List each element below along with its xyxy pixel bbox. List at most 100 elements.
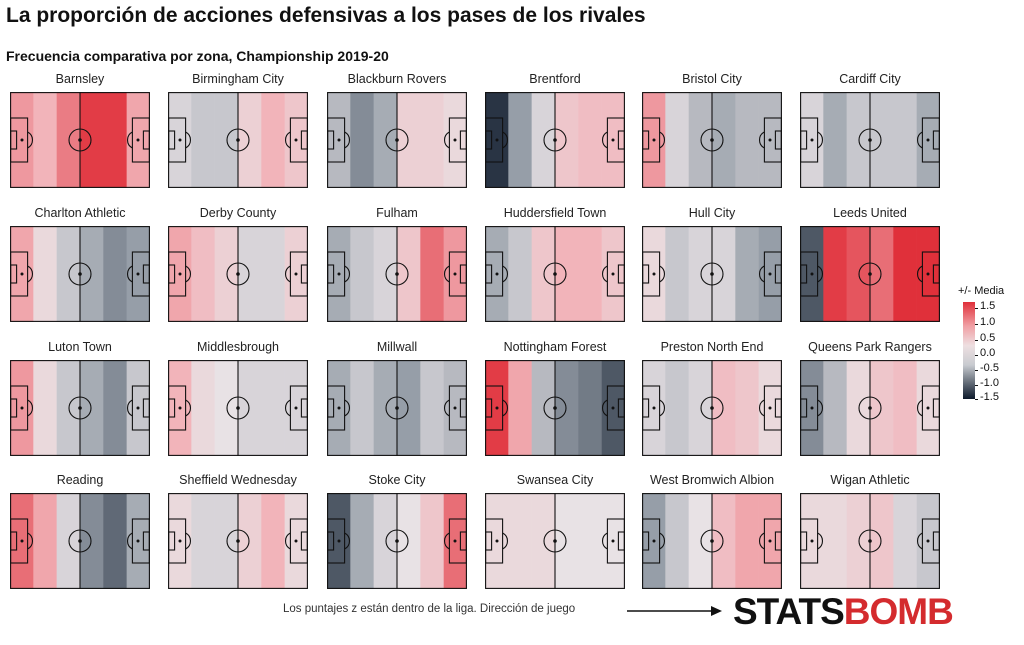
penalty-arc-left — [659, 532, 666, 550]
pitch-heatmap — [168, 92, 308, 188]
legend-label: 1.0 — [980, 316, 996, 328]
zone-cell — [261, 226, 285, 322]
penalty-spot-left — [178, 539, 182, 543]
zone-cell — [103, 226, 127, 322]
zone-cell — [397, 226, 421, 322]
penalty-arc-left — [185, 265, 192, 283]
zone-cell — [823, 92, 847, 188]
center-spot — [395, 138, 399, 142]
penalty-spot-right — [453, 272, 457, 276]
goal-box-left — [10, 531, 18, 551]
zone-cell — [893, 360, 917, 456]
goal-box-right — [774, 130, 782, 150]
penalty-spot-left — [20, 539, 24, 543]
center-spot — [395, 272, 399, 276]
pitch-heatmap — [800, 493, 940, 589]
zone-cell — [508, 226, 532, 322]
goal-box-left — [800, 264, 808, 284]
goal-box-left — [485, 398, 493, 418]
center-circle — [385, 396, 409, 420]
zone-cell — [508, 493, 532, 589]
team-name: Hull City — [688, 206, 736, 220]
penalty-spot-right — [453, 539, 457, 543]
center-spot — [868, 539, 872, 543]
center-circle — [68, 128, 92, 152]
penalty-spot-left — [495, 138, 499, 142]
pitch-heatmap — [10, 493, 150, 589]
zone-cell — [238, 360, 262, 456]
goal-box-right — [932, 398, 940, 418]
pitch-heatmap — [485, 493, 625, 589]
legend-label: -1.0 — [980, 377, 999, 389]
center-circle — [226, 396, 250, 420]
legend-label: -0.5 — [980, 362, 999, 374]
penalty-spot-left — [495, 406, 499, 410]
pitch-heatmap — [168, 360, 308, 456]
goal-box-right — [459, 398, 467, 418]
penalty-arc-right — [916, 532, 923, 550]
team-name: Bristol City — [682, 72, 742, 86]
zone-cell — [870, 226, 894, 322]
zone-cell — [870, 360, 894, 456]
goal-box-left — [10, 264, 18, 284]
zone-cell — [712, 493, 736, 589]
goal-box-left — [168, 264, 176, 284]
team-name: Derby County — [199, 206, 277, 220]
goal-box-left — [642, 130, 650, 150]
zone-cell — [578, 493, 602, 589]
penalty-spot-left — [810, 272, 814, 276]
goal-box-left — [168, 531, 176, 551]
center-circle — [858, 262, 882, 286]
penalty-arc-left — [817, 131, 824, 149]
center-circle — [700, 262, 724, 286]
penalty-arc-right — [126, 131, 133, 149]
goal-box-right — [617, 130, 625, 150]
logo-part-1: STATS — [733, 591, 845, 632]
goal-box-left — [642, 264, 650, 284]
penalty-spot-left — [652, 138, 656, 142]
center-spot — [710, 539, 714, 543]
penalty-spot-right — [136, 272, 140, 276]
zone-cell — [33, 226, 57, 322]
center-spot — [236, 406, 240, 410]
goal-box-right — [459, 130, 467, 150]
penalty-arc-left — [659, 265, 666, 283]
caption: Los puntajes z están dentro de la liga. … — [283, 603, 576, 615]
team-name: Preston North End — [660, 340, 764, 354]
goal-box-left — [642, 398, 650, 418]
penalty-arc-right — [601, 265, 608, 283]
goal-box-left — [10, 398, 18, 418]
penalty-spot-left — [20, 138, 24, 142]
zone-cell — [397, 493, 421, 589]
pitch-heatmap — [327, 226, 467, 322]
penalty-arc-left — [27, 265, 34, 283]
center-spot — [78, 406, 82, 410]
penalty-spot-left — [810, 138, 814, 142]
pitch-heatmap — [485, 92, 625, 188]
team-name: Swansea City — [516, 473, 594, 487]
team-name: Wigan Athletic — [830, 473, 910, 487]
pitch-heatmap — [327, 493, 467, 589]
pitch-heatmap — [642, 360, 782, 456]
penalty-spot-left — [337, 406, 341, 410]
penalty-spot-right — [768, 406, 772, 410]
penalty-arc-right — [916, 265, 923, 283]
zone-cell — [870, 92, 894, 188]
zone-cell — [103, 493, 127, 589]
penalty-spot-right — [294, 272, 298, 276]
direction-arrow-icon — [627, 606, 722, 616]
pitch-heatmap — [642, 493, 782, 589]
team-name: Millwall — [376, 340, 418, 354]
center-spot — [868, 406, 872, 410]
penalty-spot-right — [136, 138, 140, 142]
penalty-spot-right — [768, 272, 772, 276]
center-spot — [553, 138, 557, 142]
penalty-spot-left — [652, 539, 656, 543]
center-spot — [710, 406, 714, 410]
penalty-arc-left — [27, 131, 34, 149]
zone-cell — [735, 226, 759, 322]
penalty-spot-right — [453, 138, 457, 142]
penalty-spot-right — [136, 539, 140, 543]
zone-cell — [665, 493, 689, 589]
penalty-arc-left — [27, 399, 34, 417]
